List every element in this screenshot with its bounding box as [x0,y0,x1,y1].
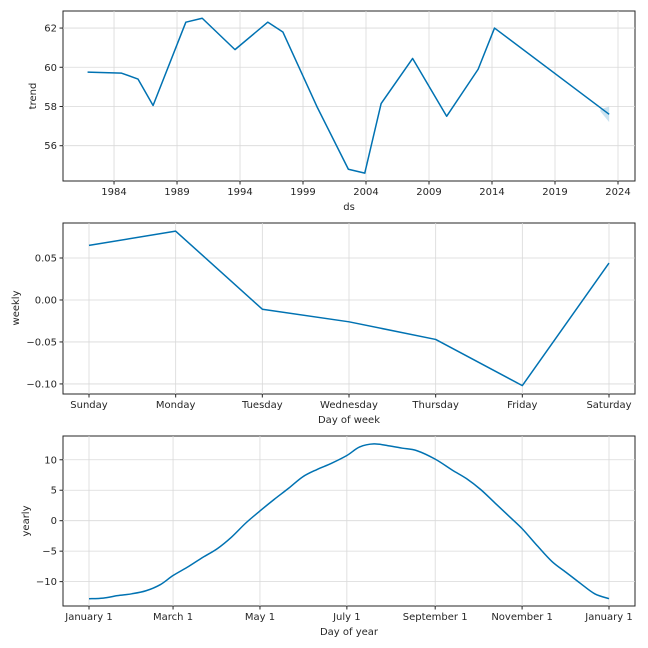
weekly-y-ticks: −0.10 −0.05 0.00 0.05 [26,254,63,390]
weekly-x-tick-label: Sunday [70,400,107,411]
yearly-y-tick-label: −10 [36,577,57,588]
trend-x-tick-label: 1994 [227,187,252,198]
trend-y-axis-label: trend [28,83,39,110]
trend-line [87,17,610,174]
yearly-x-tick-label: July 1 [332,612,361,623]
yearly-x-tick-label: January 1 [64,612,112,623]
weekly-x-tick-label: Saturday [586,400,631,411]
weekly-y-tick-label: −0.05 [26,337,57,348]
weekly-y-tick-label: 0.05 [35,254,57,265]
yearly-y-tick-label: −5 [42,547,57,558]
yearly-x-tick-label: January 1 [584,612,632,623]
weekly-gridlines [63,223,635,394]
trend-x-tick-label: 1999 [290,187,315,198]
weekly-y-tick-label: −0.10 [26,379,57,390]
yearly-x-tick-label: November 1 [491,612,553,623]
trend-x-ticks: 1984 1989 1994 1999 2004 2009 2014 2019 2024 [101,181,631,198]
yearly-x-tick-label: March 1 [153,612,193,623]
trend-panel: 1984 1989 1994 1999 2004 2009 2014 2019 2024 565… [28,10,636,213]
trend-uncertainty-band [600,106,610,123]
weekly-x-tick-label: Thursday [411,400,459,411]
yearly-x-ticks: January 1 March 1 May 1 July 1 September 1 No… [64,606,633,623]
yearly-x-tick-label: May 1 [245,612,275,623]
yearly-y-tick-label: 5 [51,486,57,497]
yearly-panel: January 1 March 1 May 1 July 1 September 1 No… [21,435,636,638]
trend-x-tick-label: 1984 [101,187,126,198]
yearly-y-ticks: −10 −5 0 5 10 [36,455,63,588]
weekly-line [88,230,610,387]
trend-x-tick-label: 2019 [542,187,567,198]
yearly-x-axis-label: Day of year [320,627,379,638]
trend-y-tick-label: 60 [44,63,57,74]
trend-x-tick-label: 2014 [479,187,504,198]
yearly-y-axis-label: yearly [21,505,32,536]
yearly-x-tick-label: September 1 [403,612,468,623]
weekly-y-tick-label: 0.00 [35,295,57,306]
weekly-x-tick-label: Friday [507,400,537,411]
weekly-x-tick-label: Tuesday [241,400,283,411]
trend-y-tick-label: 58 [44,102,57,113]
trend-plot-frame [62,10,636,182]
weekly-y-axis-label: weekly [11,290,22,325]
weekly-panel: Sunday Monday Tuesday Wednesday Thursday Frid… [11,222,636,426]
weekly-x-ticks: Sunday Monday Tuesday Wednesday Thursday Frid… [70,394,632,411]
trend-gridlines [63,11,635,181]
trend-x-tick-label: 1989 [164,187,189,198]
trend-x-tick-label: 2004 [353,187,378,198]
yearly-gridlines [63,436,635,606]
weekly-x-axis-label: Day of week [318,415,380,426]
trend-y-ticks: 56 58 60 62 [44,24,63,152]
trend-y-tick-label: 56 [44,141,57,152]
yearly-y-tick-label: 0 [51,516,57,527]
weekly-x-tick-label: Monday [156,400,196,411]
weekly-x-tick-label: Wednesday [320,400,378,411]
yearly-line [88,443,610,600]
yearly-y-tick-label: 10 [44,455,57,466]
trend-y-tick-label: 62 [44,24,57,35]
trend-x-axis-label: ds [343,202,355,213]
trend-x-tick-label: 2024 [605,187,630,198]
trend-x-tick-label: 2009 [416,187,441,198]
